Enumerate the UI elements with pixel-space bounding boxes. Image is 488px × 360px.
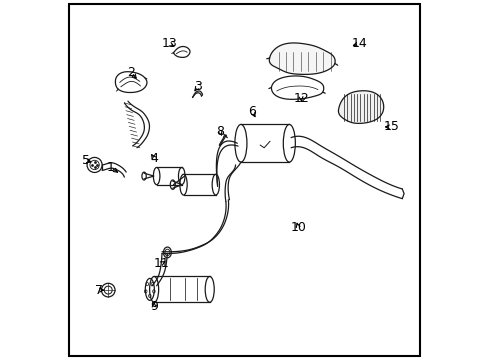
Text: 14: 14: [351, 37, 366, 50]
Text: 4: 4: [150, 152, 158, 165]
Text: 9: 9: [150, 300, 158, 313]
Text: 13: 13: [161, 37, 177, 50]
Text: 3: 3: [194, 80, 202, 93]
Text: 6: 6: [248, 105, 256, 118]
Text: 15: 15: [383, 121, 399, 134]
Text: 5: 5: [82, 154, 90, 167]
Text: 8: 8: [216, 125, 224, 138]
Text: 11: 11: [154, 257, 169, 270]
Text: 2: 2: [127, 66, 135, 79]
Text: 10: 10: [290, 221, 305, 234]
Polygon shape: [269, 43, 334, 74]
Text: 1: 1: [107, 161, 115, 174]
Text: 12: 12: [293, 92, 308, 105]
Polygon shape: [338, 91, 383, 123]
Text: 7: 7: [94, 284, 102, 297]
